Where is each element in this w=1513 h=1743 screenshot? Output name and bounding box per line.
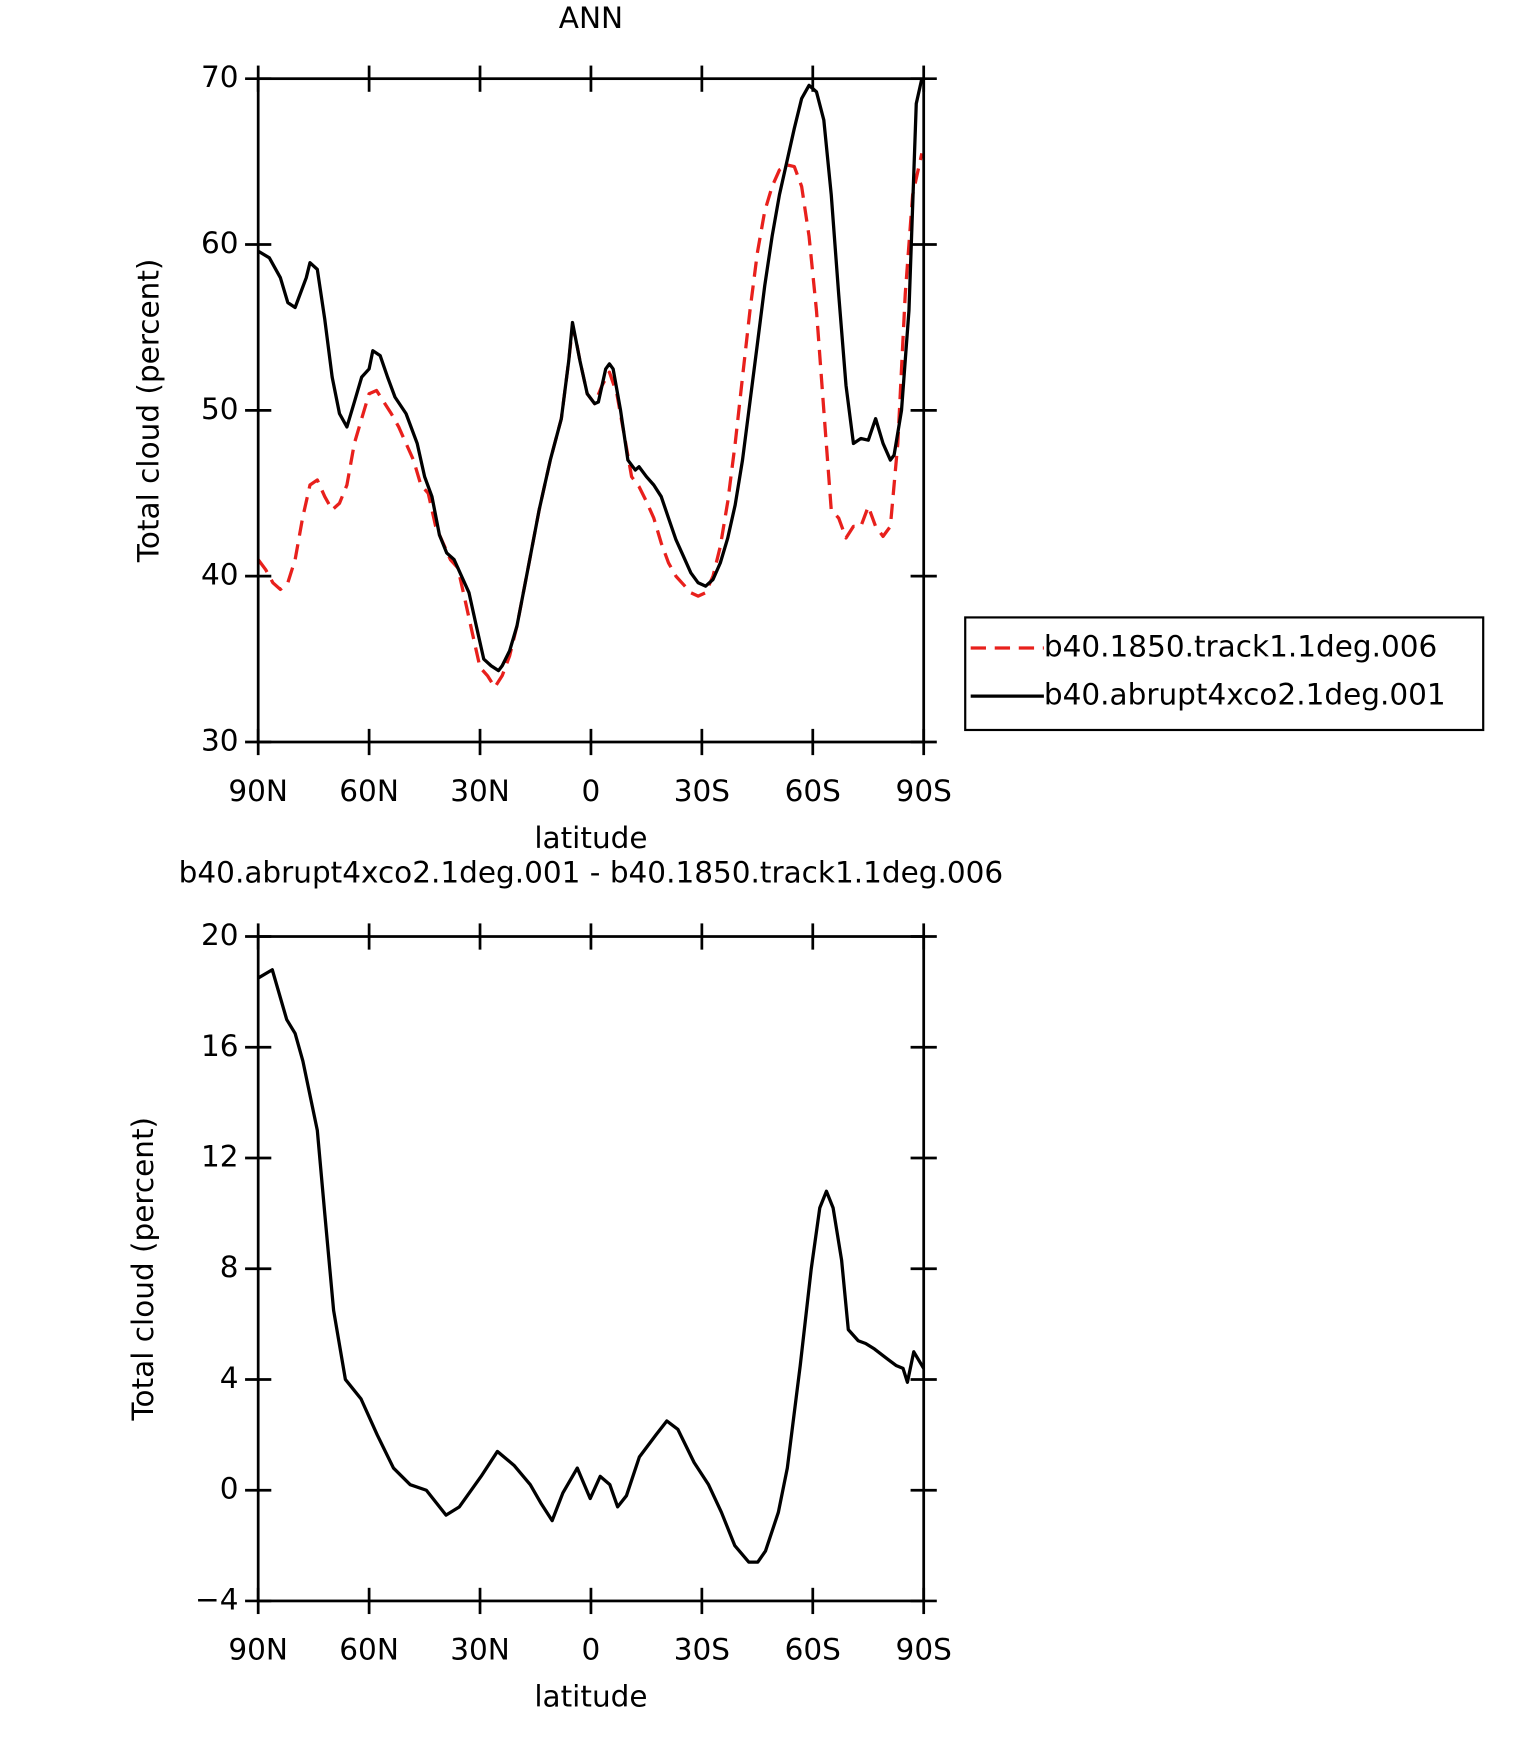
y-tick-label: 16 xyxy=(201,1029,239,1063)
x-tick-label: 60N xyxy=(339,1633,399,1667)
y-tick-label: 0 xyxy=(220,1472,239,1506)
y-tick-label: 20 xyxy=(201,918,239,952)
x-tick-label: 60S xyxy=(785,1633,841,1667)
y-tick-label: 4 xyxy=(220,1361,239,1395)
x-tick-label: 90N xyxy=(228,1633,288,1667)
x-tick-label: 90S xyxy=(896,1633,952,1667)
y-tick-label: 30 xyxy=(201,724,239,758)
data-line xyxy=(256,152,924,689)
x-tick-label: 30N xyxy=(450,1633,510,1667)
y-axis-label: Total cloud (percent) xyxy=(126,1117,160,1422)
y-tick-label: −4 xyxy=(195,1582,239,1616)
x-tick-label: 0 xyxy=(582,1633,601,1667)
x-tick-label: 30S xyxy=(674,774,730,808)
chart-title: ANN xyxy=(559,1,623,35)
x-tick-label: 0 xyxy=(582,774,601,808)
y-tick-label: 40 xyxy=(201,558,239,592)
x-tick-label: 90S xyxy=(896,774,952,808)
y-tick-label: 50 xyxy=(201,392,239,426)
y-tick-label: 8 xyxy=(220,1250,239,1284)
data-line xyxy=(257,78,924,673)
chart-title: b40.abrupt4xco2.1deg.001 - b40.1850.trac… xyxy=(179,856,1004,890)
legend: b40.1850.track1.1deg.006 b40.abrupt4xco2.… xyxy=(964,616,1485,732)
x-tick-label: 90N xyxy=(228,774,288,808)
x-tick-label: 60S xyxy=(785,774,841,808)
x-tick-label: 30N xyxy=(450,774,510,808)
y-tick-label: 60 xyxy=(201,226,239,260)
y-axis-label: Total cloud (percent) xyxy=(132,259,166,564)
y-tick-label: 70 xyxy=(201,60,239,94)
x-axis-label: latitude xyxy=(534,821,647,855)
plot-frame xyxy=(256,935,926,1603)
data-line xyxy=(257,968,926,1564)
x-tick-label: 30S xyxy=(674,1633,730,1667)
legend-label: b40.1850.track1.1deg.006 xyxy=(1044,630,1437,664)
y-tick-label: 12 xyxy=(201,1139,239,1173)
legend-box xyxy=(964,616,1485,732)
x-axis-label: latitude xyxy=(534,1680,647,1714)
legend-label: b40.abrupt4xco2.1deg.001 xyxy=(1044,678,1446,712)
x-tick-label: 60N xyxy=(339,774,399,808)
